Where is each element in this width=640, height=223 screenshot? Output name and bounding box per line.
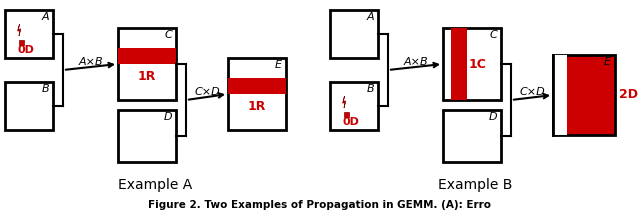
Bar bbox=[118, 28, 176, 100]
Text: Figure 2. Two Examples of Propagation in GEMM. (A): Erro: Figure 2. Two Examples of Propagation in… bbox=[148, 200, 492, 210]
Text: 2D: 2D bbox=[620, 89, 639, 101]
Text: 1C: 1C bbox=[469, 58, 487, 70]
Text: C: C bbox=[164, 30, 172, 40]
Bar bbox=[118, 110, 176, 162]
Text: B: B bbox=[42, 84, 49, 94]
Bar bbox=[19, 39, 24, 45]
Text: Example B: Example B bbox=[438, 178, 512, 192]
Text: Example A: Example A bbox=[118, 178, 192, 192]
Bar bbox=[451, 28, 467, 100]
Bar bbox=[443, 110, 501, 162]
Bar bbox=[330, 82, 378, 130]
Bar bbox=[553, 55, 615, 135]
Text: 1R: 1R bbox=[138, 70, 156, 83]
Text: D: D bbox=[488, 112, 497, 122]
Text: 0D: 0D bbox=[342, 117, 360, 127]
Text: A×B: A×B bbox=[78, 57, 103, 67]
Bar bbox=[5, 10, 53, 58]
Bar bbox=[330, 10, 378, 58]
Text: C×D: C×D bbox=[194, 87, 220, 97]
Bar bbox=[344, 112, 349, 116]
Text: C: C bbox=[489, 30, 497, 40]
Bar bbox=[443, 28, 501, 100]
Text: A: A bbox=[42, 12, 49, 22]
Polygon shape bbox=[342, 96, 346, 108]
Bar bbox=[228, 78, 286, 94]
Bar bbox=[118, 48, 176, 64]
Bar bbox=[553, 55, 567, 135]
Bar bbox=[5, 82, 53, 130]
Text: A: A bbox=[366, 12, 374, 22]
Text: 1R: 1R bbox=[248, 99, 266, 112]
Text: E: E bbox=[275, 60, 282, 70]
Text: A×B: A×B bbox=[403, 57, 428, 67]
Bar bbox=[228, 58, 286, 130]
Text: D: D bbox=[163, 112, 172, 122]
Text: C×D: C×D bbox=[519, 87, 545, 97]
Text: 0D: 0D bbox=[17, 45, 35, 55]
Text: B: B bbox=[366, 84, 374, 94]
Text: E: E bbox=[604, 57, 611, 67]
Polygon shape bbox=[17, 24, 20, 36]
